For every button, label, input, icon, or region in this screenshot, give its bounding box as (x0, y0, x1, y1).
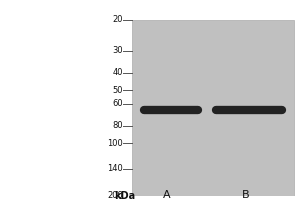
Text: 50: 50 (112, 86, 123, 95)
Text: 100: 100 (107, 139, 123, 148)
FancyBboxPatch shape (132, 20, 294, 196)
Text: 80: 80 (112, 121, 123, 130)
Text: 40: 40 (112, 68, 123, 77)
Text: 140: 140 (107, 164, 123, 173)
Text: A: A (163, 190, 170, 200)
Text: 20: 20 (112, 16, 123, 24)
Text: 30: 30 (112, 46, 123, 55)
Text: B: B (242, 190, 250, 200)
Text: 60: 60 (112, 99, 123, 108)
Text: 200: 200 (107, 192, 123, 200)
Text: kDa: kDa (114, 191, 135, 200)
